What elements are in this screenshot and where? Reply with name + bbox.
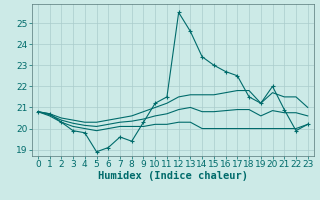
- X-axis label: Humidex (Indice chaleur): Humidex (Indice chaleur): [98, 171, 248, 181]
